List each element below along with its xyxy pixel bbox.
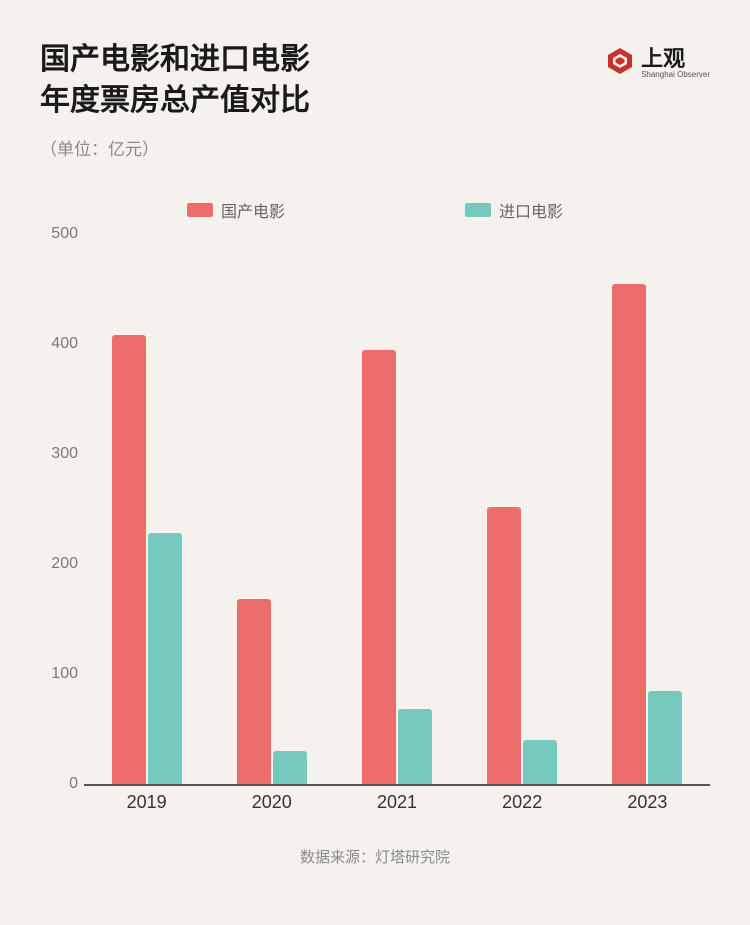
unit-label: （单位：亿元） [40, 135, 750, 160]
y-tick-label: 200 [40, 555, 78, 573]
title-line-2: 年度票房总产值对比 [40, 81, 310, 122]
y-tick-label: 400 [40, 335, 78, 353]
logo-text-en: Shanghai Observer [641, 70, 710, 80]
bar-group [237, 599, 307, 784]
plot-area: 0100200300400500 [84, 234, 710, 784]
bar [398, 709, 432, 784]
bar [487, 507, 521, 784]
header: 国产电影和进口电影 年度票房总产值对比 上观 Shanghai Observer [0, 0, 750, 121]
legend-label-imported: 进口电影 [499, 198, 563, 222]
legend: 国产电影 进口电影 [0, 198, 750, 222]
legend-item-domestic: 国产电影 [187, 198, 285, 222]
bar [112, 335, 146, 784]
brand-logo: 上观 Shanghai Observer [605, 46, 710, 81]
x-tick-label: 2023 [627, 792, 667, 813]
title-line-1: 国产电影和进口电影 [40, 40, 310, 81]
legend-item-imported: 进口电影 [465, 198, 563, 222]
x-tick-label: 2020 [252, 792, 292, 813]
x-axis: 2019 2020 2021 2022 2023 [84, 784, 710, 814]
x-tick-label: 2021 [377, 792, 417, 813]
bar [648, 691, 682, 785]
legend-swatch-imported [465, 203, 491, 217]
logo-text: 上观 Shanghai Observer [641, 48, 710, 80]
chart-title: 国产电影和进口电影 年度票房总产值对比 [40, 40, 310, 121]
bar-group [362, 350, 432, 785]
bar [362, 350, 396, 785]
y-tick-label: 0 [40, 775, 78, 793]
legend-label-domestic: 国产电影 [221, 198, 285, 222]
x-tick-label: 2022 [502, 792, 542, 813]
y-tick-label: 100 [40, 665, 78, 683]
logo-icon [605, 46, 635, 81]
logo-text-cn: 上观 [641, 48, 710, 70]
bar [612, 284, 646, 785]
data-source: 数据来源：灯塔研究院 [0, 846, 750, 867]
bar-group [487, 507, 557, 784]
legend-swatch-domestic [187, 203, 213, 217]
y-tick-label: 500 [40, 225, 78, 243]
bar [523, 740, 557, 784]
bar [273, 751, 307, 784]
x-tick-label: 2019 [127, 792, 167, 813]
bar [148, 533, 182, 784]
y-tick-label: 300 [40, 445, 78, 463]
bar [237, 599, 271, 784]
bar-group [612, 284, 682, 785]
chart: 0100200300400500 2019 2020 2021 2022 2023 [40, 234, 710, 814]
bar-group [112, 335, 182, 784]
